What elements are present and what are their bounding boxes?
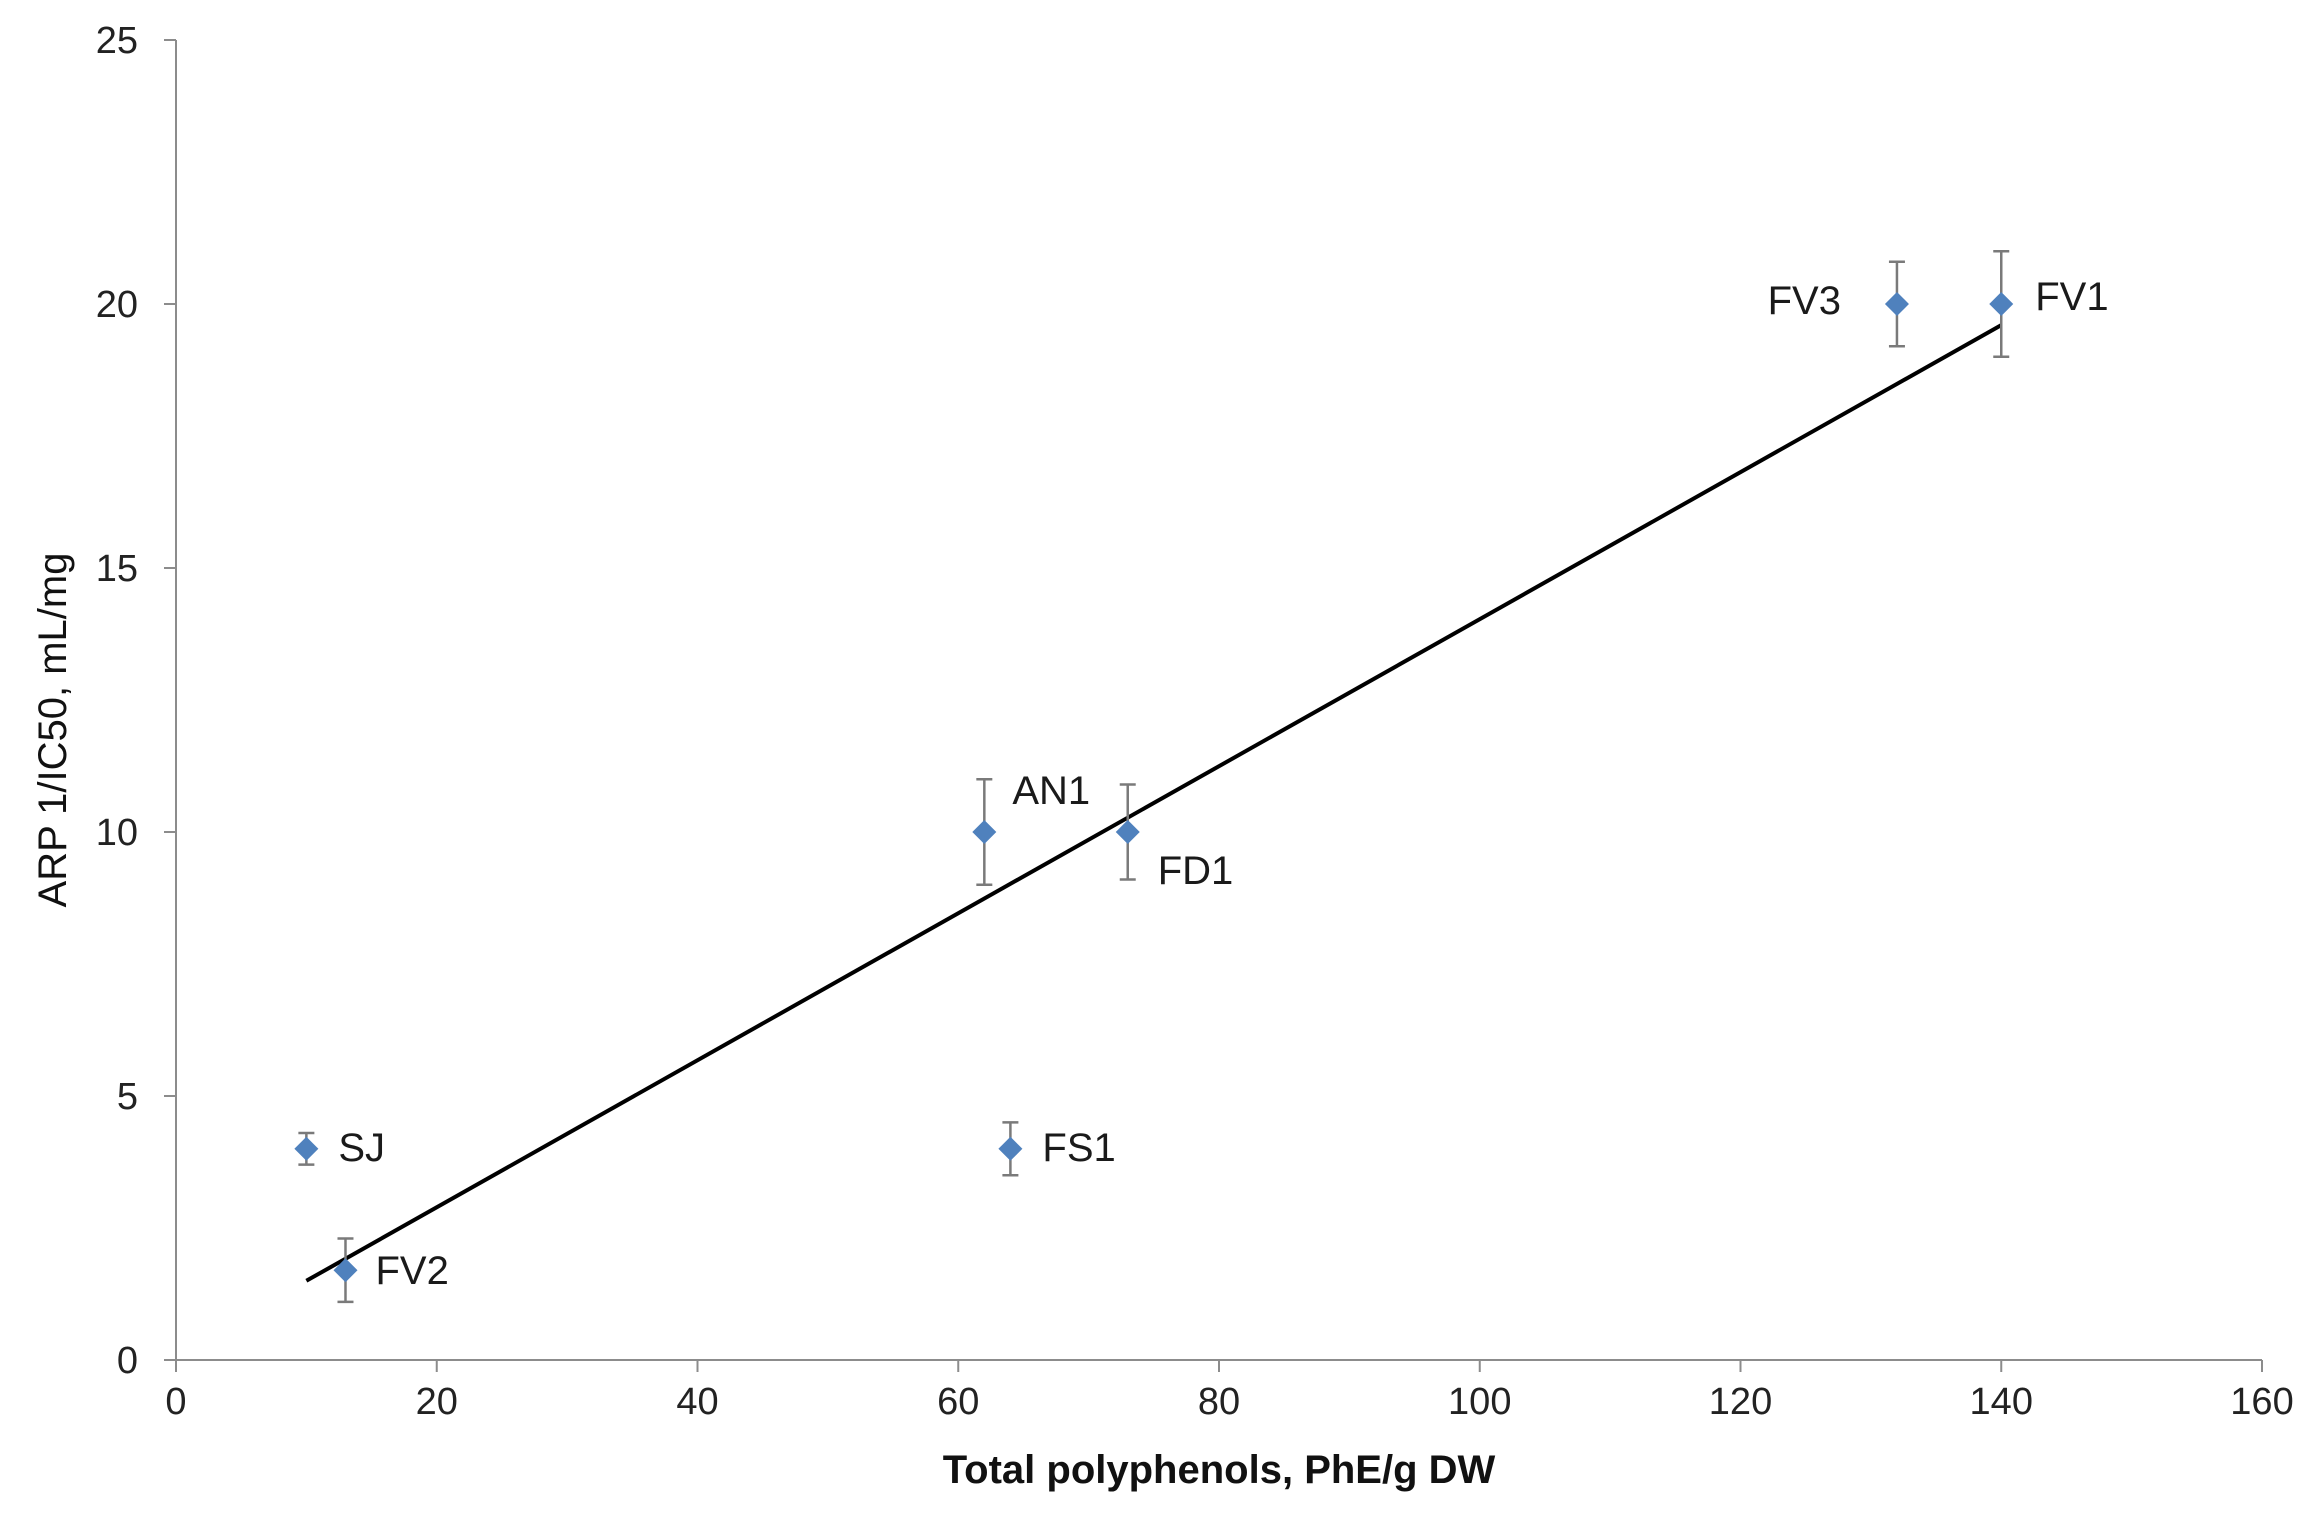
x-tick-label: 160 — [2230, 1381, 2293, 1423]
point-label: FS1 — [1042, 1126, 1115, 1170]
data-points: SJ FV2 AN1 FS1 FD1 FV3 FV1 — [294, 249, 2109, 1304]
x-tick-label: 20 — [416, 1381, 458, 1423]
diamond-marker — [998, 1136, 1023, 1161]
x-ticks: 0 20 40 60 80 100 120 140 160 — [165, 1360, 2294, 1423]
diamond-marker — [1884, 292, 1909, 316]
y-tick-label: 0 — [117, 1340, 138, 1382]
data-point-fv3: FV3 — [1768, 260, 1909, 348]
diamond-marker — [1989, 292, 2014, 316]
data-point-fd1: FD1 — [1115, 783, 1234, 893]
y-ticks: 0 5 10 15 20 25 — [96, 20, 176, 1382]
x-tick-label: 0 — [165, 1381, 186, 1423]
point-label: FV3 — [1768, 279, 1841, 323]
y-tick-label: 5 — [117, 1076, 138, 1118]
data-point-sj: SJ — [294, 1126, 385, 1170]
y-tick-label: 10 — [96, 812, 138, 854]
trendline — [305, 323, 2003, 1283]
point-label: FD1 — [1158, 849, 1234, 893]
x-tick-label: 60 — [937, 1381, 979, 1423]
x-tick-label: 120 — [1709, 1381, 1772, 1423]
y-tick-label: 25 — [96, 20, 138, 62]
diamond-marker — [333, 1258, 358, 1283]
data-point-fv2: FV2 — [333, 1237, 449, 1304]
data-point-an1: AN1 — [972, 769, 1090, 887]
data-point-fs1: FS1 — [998, 1121, 1116, 1177]
x-tick-label: 40 — [676, 1381, 718, 1423]
diamond-marker — [1115, 820, 1140, 844]
data-point-fv1: FV1 — [1989, 249, 2109, 359]
x-tick-label: 80 — [1198, 1381, 1240, 1423]
y-axis-title: ARP 1/IC50, mL/mg — [31, 553, 75, 908]
x-axis-title: Total polyphenols, PhE/g DW — [943, 1448, 1496, 1492]
point-label: AN1 — [1012, 769, 1090, 813]
point-label: FV1 — [2035, 275, 2108, 319]
diamond-marker — [294, 1136, 319, 1161]
diamond-marker — [972, 820, 997, 844]
axes — [175, 40, 2262, 1361]
x-tick-label: 100 — [1448, 1381, 1511, 1423]
y-tick-label: 15 — [96, 548, 138, 590]
point-label: FV2 — [375, 1249, 448, 1293]
x-tick-label: 140 — [1970, 1381, 2033, 1423]
point-label: SJ — [338, 1126, 385, 1170]
y-tick-label: 20 — [96, 284, 138, 326]
